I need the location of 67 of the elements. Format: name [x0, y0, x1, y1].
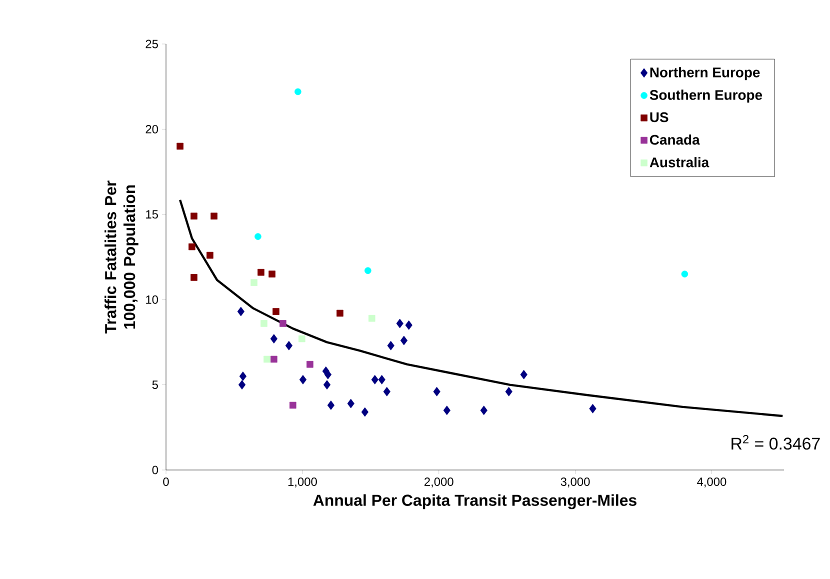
legend-label: Australia [650, 157, 710, 168]
point [294, 88, 302, 96]
point [237, 306, 244, 316]
point [347, 398, 354, 408]
point [336, 310, 344, 317]
point [324, 370, 332, 380]
point [268, 270, 276, 278]
point [176, 142, 184, 150]
point [433, 386, 440, 396]
point [190, 212, 198, 220]
point [250, 279, 258, 286]
y-tick-label: 15 [146, 210, 158, 219]
legend-label: Southern Europe [650, 90, 762, 103]
point [520, 370, 528, 380]
point [396, 318, 404, 328]
point [364, 267, 372, 274]
legend-label: US [650, 112, 668, 122]
point [264, 356, 270, 363]
point [681, 270, 688, 278]
point [285, 340, 292, 350]
y-tick-label: 0 [152, 466, 158, 474]
point [270, 356, 278, 363]
point [589, 404, 596, 414]
point [323, 380, 331, 390]
point [280, 320, 286, 327]
point [383, 386, 390, 396]
point [368, 314, 376, 322]
point [371, 374, 378, 384]
point [206, 252, 214, 259]
point [443, 406, 450, 416]
x-tick-label: 1,000 [288, 478, 317, 488]
point [480, 406, 488, 416]
point [299, 374, 307, 384]
y-tick-label: 5 [152, 380, 158, 389]
point [387, 340, 394, 350]
point [306, 360, 314, 368]
point [327, 400, 335, 410]
y-tick-label: 20 [146, 124, 158, 134]
point [361, 407, 368, 417]
point [188, 243, 196, 250]
point [298, 335, 306, 342]
x-axis-title: Annual Per Capita Transit Passenger-Miles [313, 494, 636, 510]
point [400, 336, 408, 346]
point [258, 268, 264, 276]
legend-label: Canada [650, 134, 700, 145]
y-tick-label: 10 [146, 295, 158, 304]
point [239, 372, 247, 381]
y-axis-title: Traffic Fatalities Per 100,000 Population [104, 180, 138, 334]
point [289, 402, 296, 409]
x-tick-label: 0 [163, 478, 169, 486]
point [272, 308, 280, 315]
x-tick-label: 4,000 [697, 478, 726, 488]
legend-label: Northern Europe [650, 67, 760, 80]
point [405, 320, 412, 330]
point [505, 386, 512, 396]
point [260, 320, 268, 327]
point [270, 334, 278, 344]
x-tick-label: 2,000 [424, 478, 454, 488]
point [238, 380, 246, 390]
point [210, 212, 218, 220]
x-tick-label: 3,000 [560, 478, 590, 488]
annotation: R$^{2}$ = 0.3467 [732, 434, 820, 450]
y-tick-label: 25 [146, 40, 158, 48]
point [190, 274, 198, 281]
point [378, 374, 386, 384]
line-series [178, 198, 784, 418]
point [254, 233, 262, 240]
